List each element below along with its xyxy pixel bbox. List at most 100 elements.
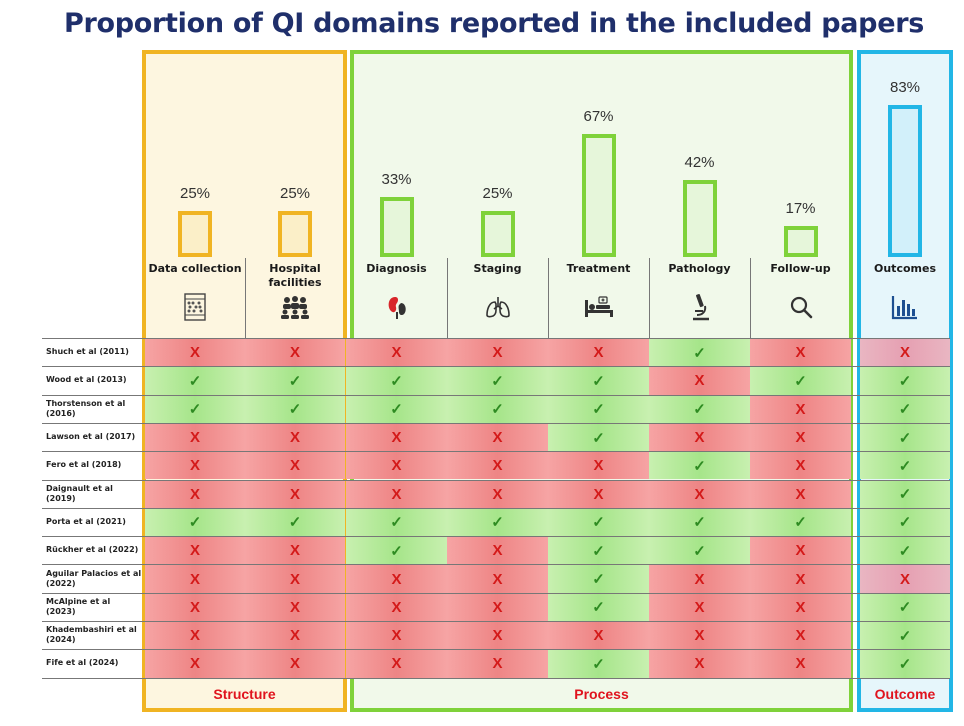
outcome-group-label: Outcome: [874, 686, 936, 702]
study-label-text: Wood et al (2013): [46, 375, 127, 385]
cross-mark-cell: X: [750, 593, 851, 621]
cross-mark-cell: X: [447, 650, 548, 678]
check-mark-cell: ✓: [245, 395, 345, 423]
check-mark-cell: ✓: [649, 395, 750, 423]
column-divider: [447, 258, 448, 338]
study-label-text: Porta et al (2021): [46, 516, 126, 526]
table-row-divider: [42, 366, 950, 367]
table-row-divider: [42, 423, 950, 424]
study-label: Lawson et al (2017): [46, 424, 142, 450]
study-label-text: Shuch et al (2011): [46, 347, 129, 357]
study-label: Fife et al (2024): [46, 650, 142, 676]
study-label: Shuch et al (2011): [46, 339, 142, 365]
cross-mark-cell: X: [548, 452, 649, 480]
study-label-text: Fife et al (2024): [46, 658, 119, 668]
cross-mark-cell: X: [245, 593, 345, 621]
cross-mark-cell: X: [750, 339, 851, 367]
cross-mark-cell: X: [548, 480, 649, 508]
microscope-icon: [650, 292, 750, 322]
structure-group-label: Structure: [213, 686, 276, 702]
check-mark-cell: ✓: [346, 508, 447, 537]
bar-value-label-follow-up: 17%: [785, 199, 816, 217]
column-header-hospital-facilities: Hospital facilities: [268, 262, 322, 289]
cross-mark-cell: X: [245, 480, 345, 508]
cross-mark-cell: X: [860, 565, 950, 593]
cross-mark-cell: X: [245, 452, 345, 480]
bar-value-label-diagnosis: 33%: [381, 170, 412, 188]
check-mark-cell: ✓: [447, 508, 548, 537]
check-mark-cell: ✓: [649, 537, 750, 565]
cross-mark-cell: X: [750, 423, 851, 452]
check-mark-cell: ✓: [649, 508, 750, 537]
bar-value-label-hospital-facilities: 25%: [279, 185, 311, 203]
table-bottom-rule: [42, 678, 950, 680]
check-mark-cell: ✓: [245, 367, 345, 395]
column-header-follow-up: Follow-up: [770, 262, 831, 275]
check-mark-cell: ✓: [447, 395, 548, 423]
cross-mark-cell: X: [649, 622, 750, 650]
column-header-outcomes: Outcomes: [874, 262, 936, 275]
table-row-divider: [42, 508, 950, 509]
cross-mark-cell: X: [145, 565, 245, 593]
check-mark-cell: ✓: [346, 537, 447, 565]
check-mark-cell: ✓: [145, 395, 245, 423]
cross-mark-cell: X: [145, 622, 245, 650]
bar-staging: [480, 211, 515, 257]
kidney-icon: [347, 292, 447, 322]
magnifier-icon: [751, 292, 851, 322]
cross-mark-cell: X: [145, 480, 245, 508]
cross-mark-cell: X: [346, 423, 447, 452]
cross-mark-cell: X: [649, 565, 750, 593]
study-label-text: Khadembashiri et al (2024): [46, 625, 137, 645]
bar-treatment: [581, 134, 616, 257]
check-mark-cell: ✓: [548, 367, 649, 395]
column-divider: [649, 258, 650, 338]
check-mark-cell: ✓: [548, 565, 649, 593]
bar-chart-icon: [855, 292, 955, 322]
study-label-text: McAlpine et al (2023): [46, 596, 111, 616]
cross-mark-cell: X: [346, 452, 447, 480]
cross-mark-cell: X: [145, 339, 245, 367]
study-label-text: Aguilar Palacios et al (2022): [46, 568, 142, 588]
column-header-staging: Staging: [473, 262, 522, 275]
study-label: Fero et al (2018): [46, 452, 142, 478]
cross-mark-cell: X: [145, 593, 245, 621]
column-header-pathology: Pathology: [668, 262, 731, 275]
check-mark-cell: ✓: [860, 480, 950, 508]
study-label: Khadembashiri et al (2024): [46, 622, 142, 648]
study-label: Daignault et al (2019): [46, 481, 142, 507]
abacus-icon: [145, 292, 245, 322]
check-mark-cell: ✓: [548, 423, 649, 452]
bar-hospital-facilities: [278, 211, 312, 257]
study-label: McAlpine et al (2023): [46, 594, 142, 620]
cross-mark-cell: X: [649, 367, 750, 395]
cross-mark-cell: X: [750, 650, 851, 678]
cross-mark-cell: X: [649, 480, 750, 508]
study-label-text: Daignault et al (2019): [46, 483, 113, 503]
cross-mark-cell: X: [447, 423, 548, 452]
check-mark-cell: ✓: [750, 367, 851, 395]
check-mark-cell: ✓: [860, 508, 950, 537]
study-label: Rückher et al (2022): [46, 537, 142, 563]
cross-mark-cell: X: [447, 593, 548, 621]
study-label-text: Fero et al (2018): [46, 460, 122, 470]
study-label-text: Lawson et al (2017): [46, 432, 136, 442]
cross-mark-cell: X: [750, 565, 851, 593]
check-mark-cell: ✓: [860, 395, 950, 423]
bar-pathology: [682, 180, 717, 257]
bar-data-collection: [178, 211, 212, 257]
cross-mark-cell: X: [346, 622, 447, 650]
cross-mark-cell: X: [447, 537, 548, 565]
bar-value-label-staging: 25%: [482, 185, 513, 203]
check-mark-cell: ✓: [346, 367, 447, 395]
bar-value-label-pathology: 42%: [684, 154, 715, 172]
cross-mark-cell: X: [245, 537, 345, 565]
table-row-divider: [42, 451, 950, 452]
table-row-divider: [42, 395, 950, 396]
check-mark-cell: ✓: [860, 593, 950, 621]
cross-mark-cell: X: [145, 452, 245, 480]
column-header-diagnosis: Diagnosis: [366, 262, 427, 275]
cross-mark-cell: X: [750, 452, 851, 480]
table-row-divider: [42, 536, 950, 537]
check-mark-cell: ✓: [649, 452, 750, 480]
